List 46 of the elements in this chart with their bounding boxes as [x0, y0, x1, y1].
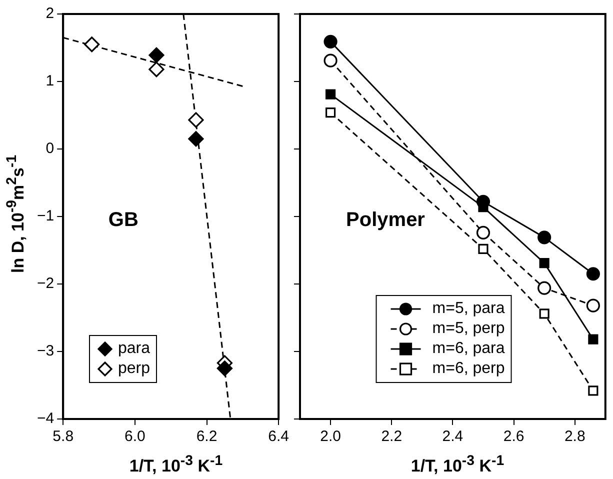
legend-label: m=6, para [432, 340, 505, 358]
point [539, 308, 550, 319]
point [476, 226, 490, 240]
x-axis-title: 1/T, 10$^{-3}$ K$^{-1}$ [410, 453, 506, 477]
point [586, 298, 600, 312]
x-tick-label: 2.8 [564, 428, 586, 446]
y-tick-label: 1 [46, 72, 54, 90]
y-tick-label: −4 [36, 410, 54, 428]
legend-label: m=6, perp [432, 360, 505, 378]
point [216, 360, 233, 376]
x-tick-label: 2.0 [320, 428, 341, 446]
x-tick-label: 6.4 [268, 428, 290, 446]
point [326, 89, 336, 100]
point [188, 112, 204, 128]
x-tick-label: 2.2 [381, 428, 402, 446]
x-tick-label: 2.4 [442, 428, 464, 446]
point [84, 36, 100, 52]
point [538, 281, 552, 295]
point [148, 47, 164, 63]
x-tick-label: 5.8 [52, 428, 74, 446]
x-tick-label: 6.0 [124, 428, 146, 446]
y-tick-label: −2 [36, 275, 54, 292]
y-tick-label: −3 [36, 342, 54, 360]
x-axis-title: 1/T, 10$^{-3}$ K$^{-1}$ [128, 453, 224, 477]
point [586, 267, 600, 281]
y-tick-label: 0 [46, 140, 54, 158]
y-tick-label: −1 [36, 208, 54, 225]
point [326, 108, 336, 118]
point [588, 386, 598, 396]
annotation: GB [108, 209, 138, 232]
point [188, 131, 204, 147]
legend-label: m=5, perp [432, 320, 505, 338]
y-tick-label: 2 [46, 5, 54, 22]
point [148, 62, 164, 78]
legend-label: m=5, para [432, 300, 505, 318]
point [538, 230, 552, 244]
legend-label: perp [118, 360, 150, 378]
point [324, 34, 338, 48]
point [478, 244, 488, 254]
x-tick-label: 2.6 [503, 428, 524, 446]
point [588, 334, 598, 344]
point [324, 54, 338, 68]
point [539, 258, 550, 268]
legend-label: para [118, 340, 150, 358]
annotation: Polymer [346, 209, 426, 232]
x-tick-label: 6.2 [196, 428, 218, 446]
